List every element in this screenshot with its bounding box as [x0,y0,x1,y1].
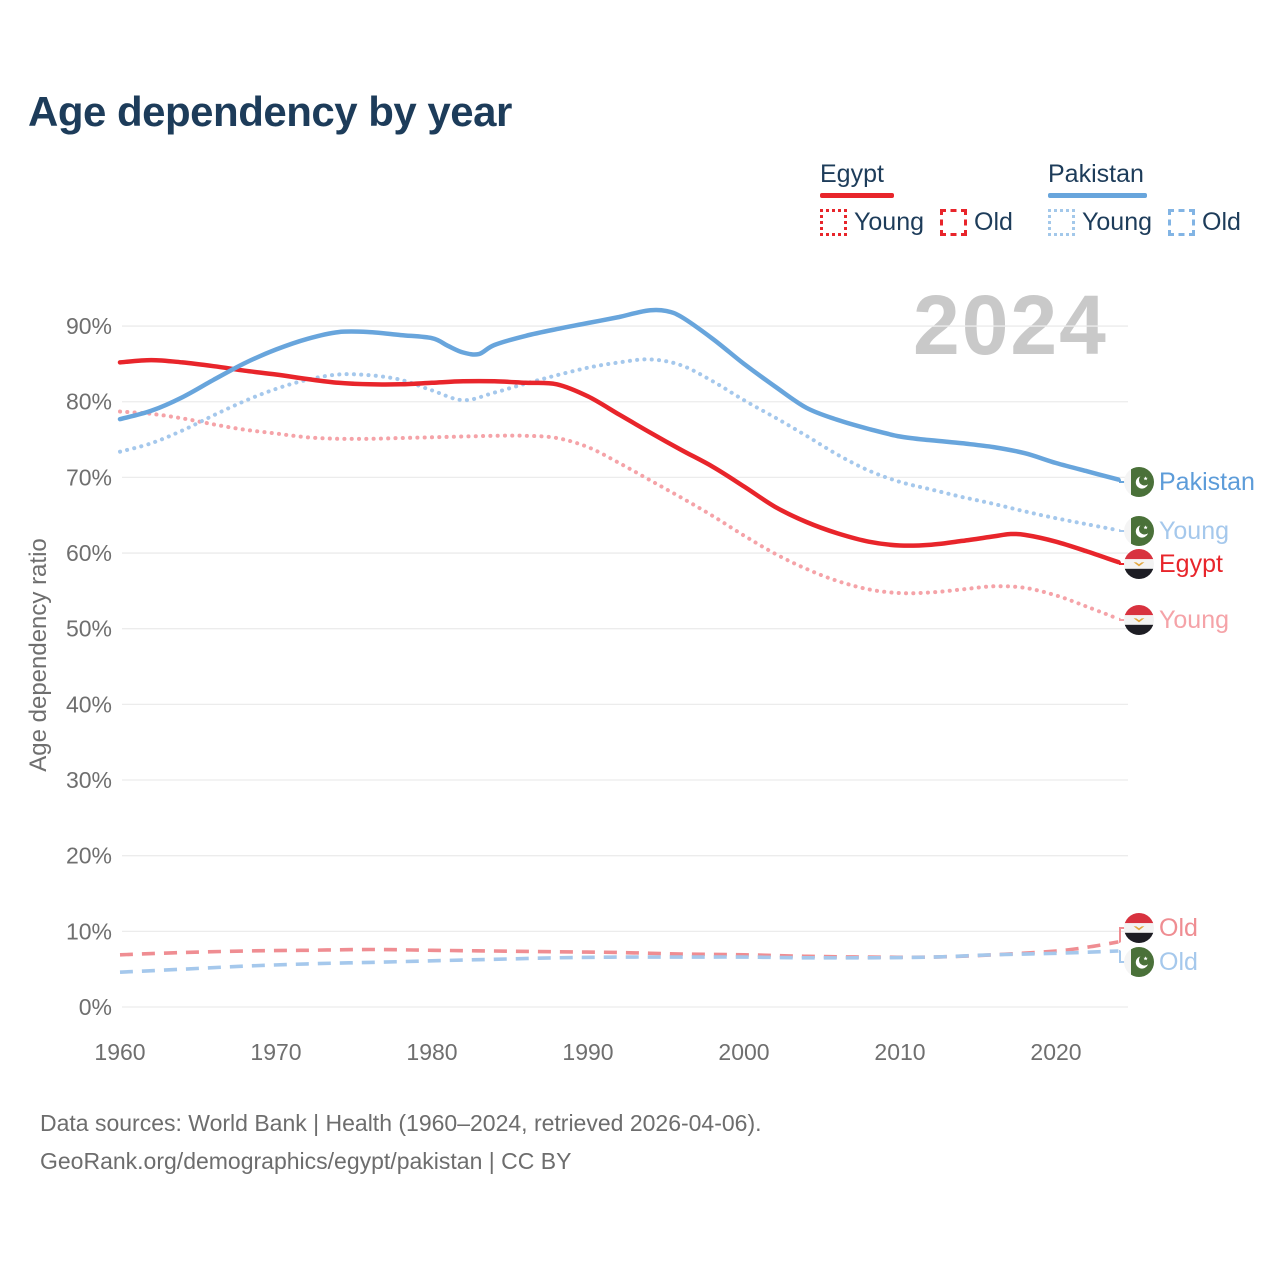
legend-pakistan-old-label: Old [1202,208,1241,236]
legend-egypt-underline [820,193,894,198]
legend-egypt-old-swatch [940,209,967,236]
legend-egypt-row: Young Old [820,208,1013,237]
series-end-label-egypt-old: Old [1124,913,1198,943]
series-line-egypt_total [117,357,1121,565]
footer-line-2: GeoRank.org/demographics/egypt/pakistan … [40,1148,572,1174]
series-end-label-pakistan-young: Young [1124,516,1229,546]
legend-pakistan-young-swatch [1048,209,1075,236]
legend-pakistan-underline [1048,193,1147,198]
series-end-label-text: Old [1159,947,1198,976]
series-end-label-pakistan-total: Pakistan [1124,467,1255,497]
legend-pakistan-young-label: Young [1082,208,1152,236]
legend-pakistan-old-swatch [1168,209,1195,236]
legend-egypt: Egypt Young Old [820,160,1013,237]
y-tick-label-40: 40% [66,691,112,717]
leader-line-pakistan_total [1119,478,1126,483]
series-end-label-text: Old [1159,913,1198,942]
series-end-label-text: Young [1159,605,1229,634]
pakistan-flag-icon [1124,516,1154,546]
y-tick-label-10: 10% [66,918,112,944]
chart-canvas: 0% 10% 20% 30% 40% 50% 60% 70% 80% 90% 1960 1970 198… [25,307,1128,1065]
y-tick-label-0: 0% [79,994,112,1020]
y-tick-label-70: 70% [66,464,112,490]
watermark-year: 2024 [913,278,1108,372]
legend-egypt-young-label: Young [854,208,924,236]
pakistan-flag-icon [1124,947,1154,977]
legend-egypt-young-swatch [820,209,847,236]
x-tick-label-1980: 1980 [406,1039,457,1065]
x-tick-label-1960: 1960 [94,1039,145,1065]
series-line-egypt_old [119,940,1119,960]
series-line-egypt_young [118,409,1121,621]
leader-line-pakistan_young [1119,529,1126,532]
leader-line-egypt_young [1119,617,1126,621]
x-tick-label-1990: 1990 [562,1039,613,1065]
y-tick-label-90: 90% [66,313,112,339]
leader-line-egypt_old [1119,927,1126,943]
series-end-label-egypt-young: Young [1124,605,1229,635]
pakistan-flag-icon [1124,467,1154,497]
legend-pakistan: Pakistan Young Old [1048,160,1241,237]
y-axis-label: Age dependency ratio [25,538,52,772]
legend-egypt-old-label: Old [974,208,1013,236]
series-end-label-text: Young [1159,516,1229,545]
x-tick-label-2020: 2020 [1030,1039,1081,1065]
series-end-label-pakistan-old: Old [1124,947,1198,977]
legend-egypt-title: Egypt [820,160,884,188]
legend-pakistan-title: Pakistan [1048,160,1144,188]
y-tick-label-30: 30% [66,767,112,793]
egypt-flag-icon [1124,549,1154,579]
series-end-label-egypt-total: Egypt [1124,549,1223,579]
page-title: Age dependency by year [28,88,512,135]
x-tick-label-2010: 2010 [874,1039,925,1065]
y-tick-label-50: 50% [66,616,112,642]
leader-line-pakistan_old [1119,950,1126,963]
x-tick-label-2000: 2000 [718,1039,769,1065]
x-tick-label-1970: 1970 [250,1039,301,1065]
y-tick-label-60: 60% [66,540,112,566]
series-end-label-text: Egypt [1159,549,1223,578]
footer-line-1: Data sources: World Bank | Health (1960–… [40,1110,762,1136]
leader-line-egypt_total [1119,561,1126,565]
series-line-pakistan_total [117,307,1121,482]
y-tick-label-20: 20% [66,843,112,869]
legend-pakistan-row: Young Old [1048,208,1241,237]
y-tick-label-80: 80% [66,389,112,415]
egypt-flag-icon [1124,605,1154,635]
series-end-label-text: Pakistan [1159,467,1255,496]
egypt-flag-icon [1124,913,1154,943]
